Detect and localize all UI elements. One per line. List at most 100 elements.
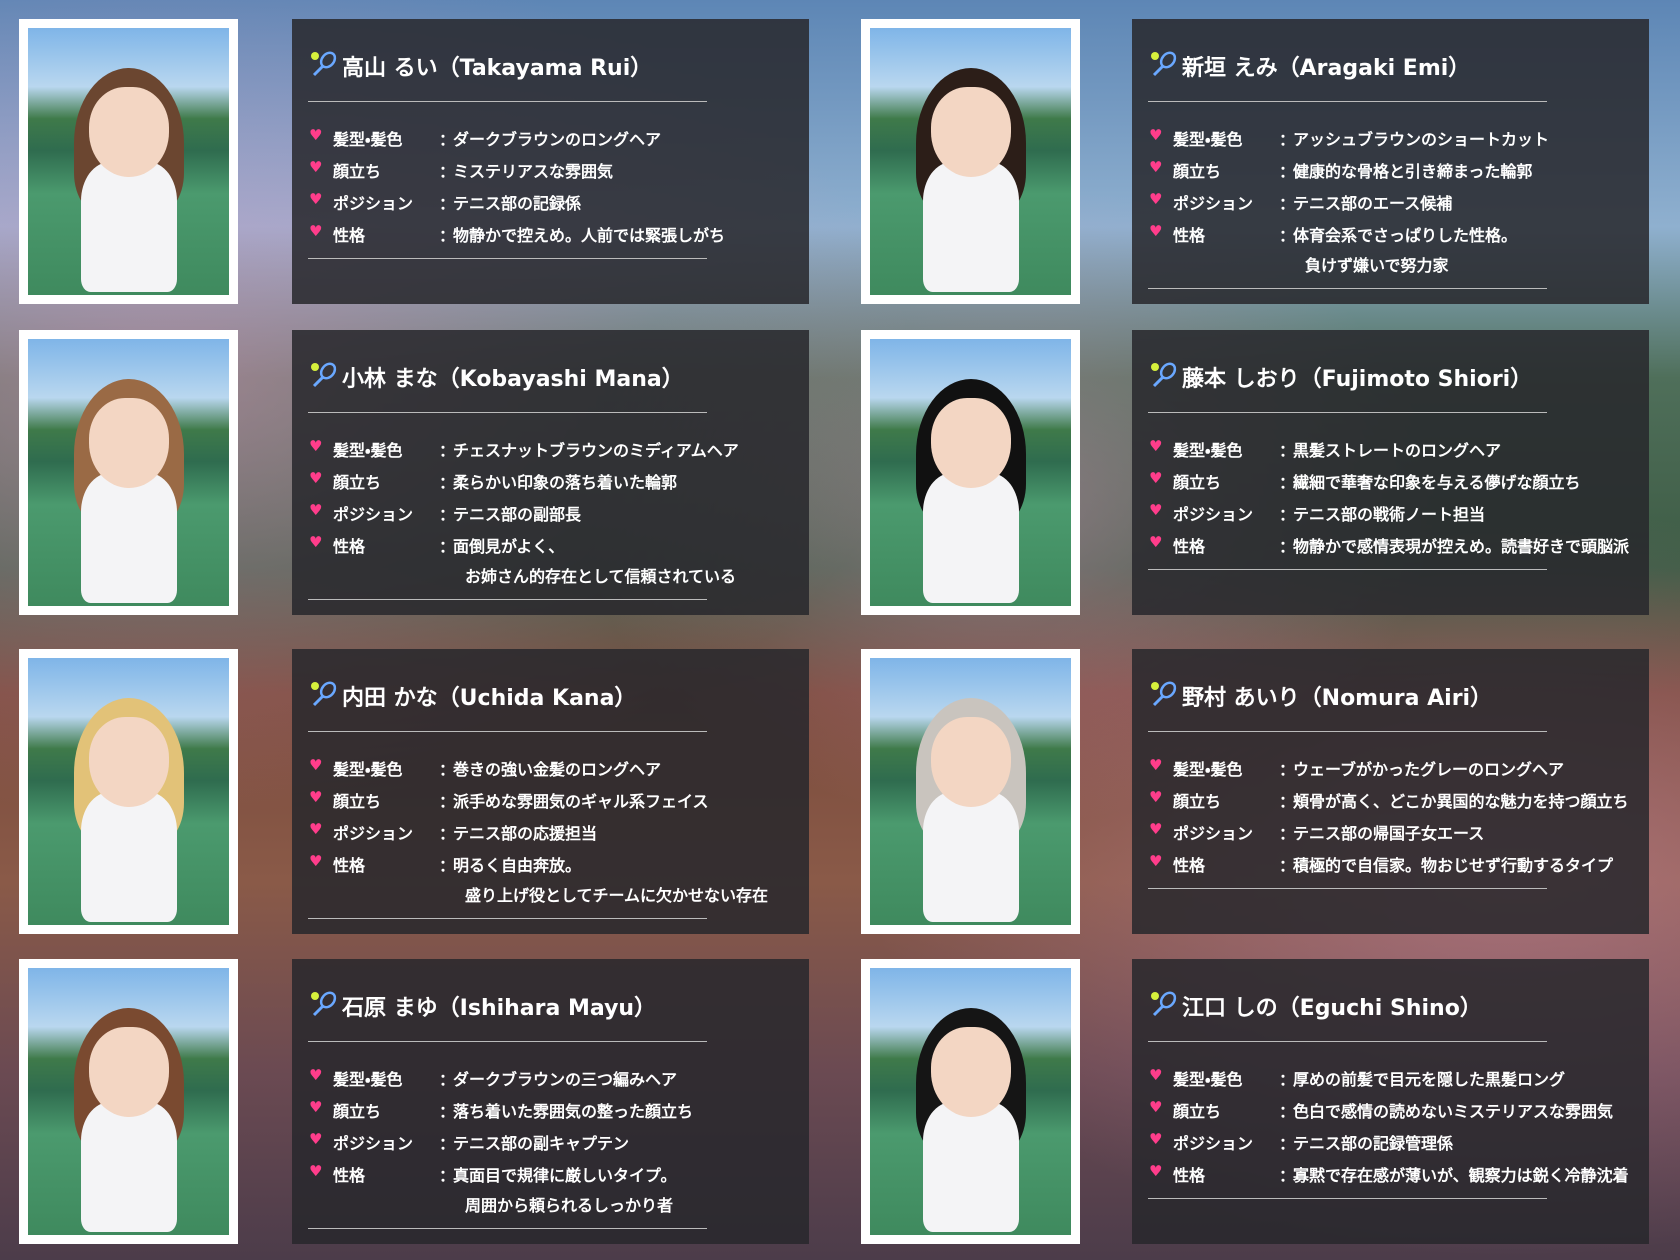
racket	[1151, 362, 1177, 388]
colon: ：	[1279, 1134, 1296, 1153]
colon: ：	[439, 760, 456, 779]
attribute-value: 柔らかい印象の落ち着いた輪郭	[453, 473, 678, 492]
colon: ：	[439, 1134, 456, 1153]
attribute-label: 髪型・髪色	[1173, 1070, 1243, 1089]
attribute-value: 周囲から頼られるしっかり者	[465, 1196, 674, 1215]
divider	[308, 258, 707, 259]
colon: ：	[439, 194, 456, 213]
uniform	[922, 791, 1019, 922]
colon: ：	[439, 792, 456, 811]
photo-image	[28, 968, 229, 1235]
heart-icon: ♥	[1149, 788, 1163, 806]
attribute-value: テニス部の副キャプテン	[453, 1134, 630, 1153]
colon: ：	[439, 856, 456, 875]
character-photo	[19, 959, 238, 1244]
colon: ：	[1279, 792, 1296, 811]
photo-image	[870, 339, 1071, 606]
attribute-value: テニス部の記録係	[453, 194, 582, 213]
attribute-label: ポジション	[1173, 824, 1254, 843]
heart-icon: ♥	[309, 501, 323, 519]
colon: ：	[439, 226, 456, 245]
heart-icon: ♥	[1149, 126, 1163, 144]
character-name: 石原 まゆ（Ishihara Mayu）	[342, 996, 657, 1021]
colon: ：	[439, 1102, 456, 1121]
heart-icon: ♥	[1149, 158, 1163, 176]
colon: ：	[1279, 1166, 1296, 1185]
divider	[1148, 101, 1547, 102]
attribute-value: 派手めな雰囲気のギャル系フェイス	[453, 792, 709, 811]
heart-icon: ♥	[1149, 222, 1163, 240]
heart-icon: ♥	[309, 1162, 323, 1180]
colon: ：	[1279, 856, 1296, 875]
character-name: 藤本 しおり（Fujimoto Shiori）	[1182, 367, 1533, 392]
character-photo	[19, 19, 238, 304]
character-photo	[19, 649, 238, 934]
divider	[1148, 412, 1547, 413]
attribute-label: 顔立ち	[333, 1102, 382, 1121]
attribute-value: ダークブラウンの三つ編みヘア	[453, 1070, 678, 1089]
attribute-label: 性格	[1173, 1166, 1206, 1185]
attribute-value: アッシュブラウンのショートカット	[1293, 130, 1550, 149]
heart-icon: ♥	[1149, 1066, 1163, 1084]
character-name: 高山 るい（Takayama Rui）	[342, 56, 653, 81]
heart-icon: ♥	[1149, 437, 1163, 455]
heart-icon: ♥	[1149, 533, 1163, 551]
heart-icon: ♥	[309, 788, 323, 806]
attribute-label: ポジション	[1173, 1134, 1254, 1153]
divider	[1148, 1041, 1547, 1042]
divider	[308, 1041, 707, 1042]
divider	[308, 412, 707, 413]
attribute-label: ポジション	[1173, 194, 1254, 213]
attribute-value: テニス部の戦術ノート担当	[1293, 505, 1486, 524]
attribute-value: ダークブラウンのロングヘア	[453, 130, 662, 149]
attribute-label: 髪型・髪色	[1173, 760, 1243, 779]
colon: ：	[1279, 162, 1296, 181]
racket-icon	[308, 360, 338, 392]
heart-icon: ♥	[309, 469, 323, 487]
attribute-value: テニス部の応援担当	[453, 824, 598, 843]
attribute-label: ポジション	[333, 505, 414, 524]
heart-icon: ♥	[1149, 820, 1163, 838]
profile-panel: 内田 かな（Uchida Kana） ♥ 髪型・髪色：巻きの強い金髪のロングヘア ♥ 顔…	[292, 649, 809, 934]
character-photo	[861, 959, 1080, 1244]
uniform	[80, 1101, 177, 1232]
colon: ：	[439, 1070, 456, 1089]
divider	[308, 1228, 707, 1229]
colon: ：	[439, 130, 456, 149]
heart-icon: ♥	[1149, 469, 1163, 487]
profile-panel: 藤本 しおり（Fujimoto Shiori） ♥ 髪型・髪色：黒髪ストレートのロン…	[1132, 330, 1649, 615]
character-name: 内田 かな（Uchida Kana）	[342, 686, 637, 711]
uniform	[80, 161, 177, 292]
divider	[1148, 1198, 1547, 1199]
racket-icon	[308, 679, 338, 711]
attribute-label: 顔立ち	[333, 792, 382, 811]
colon: ：	[1279, 1102, 1296, 1121]
photo-image	[28, 658, 229, 925]
heart-icon: ♥	[309, 1130, 323, 1148]
divider	[1148, 569, 1547, 570]
character-photo	[861, 649, 1080, 934]
racket-icon	[308, 49, 338, 81]
racket	[311, 51, 337, 77]
heart-icon: ♥	[309, 437, 323, 455]
heart-icon: ♥	[309, 158, 323, 176]
character-name: 野村 あいり（Nomura Airi）	[1182, 686, 1493, 711]
attribute-label: 髪型・髪色	[333, 1070, 403, 1089]
attribute-label: 顔立ち	[1173, 162, 1222, 181]
attribute-value: 頬骨が高く、どこか異国的な魅力を持つ顔立ち	[1293, 792, 1629, 811]
attribute-label: 髪型・髪色	[1173, 441, 1243, 460]
attribute-value: 厚めの前髪で目元を隠した黒髪ロング	[1293, 1070, 1566, 1089]
divider	[308, 101, 707, 102]
heart-icon: ♥	[309, 533, 323, 551]
racket-icon	[1148, 989, 1178, 1021]
profile-panel: 新垣 えみ（Aragaki Emi） ♥ 髪型・髪色：アッシュブラウンのショートカッ…	[1132, 19, 1649, 304]
heart-icon: ♥	[309, 190, 323, 208]
attribute-label: 性格	[333, 226, 366, 245]
colon: ：	[439, 1166, 456, 1185]
face	[930, 716, 1011, 807]
attribute-label: ポジション	[1173, 505, 1254, 524]
racket-icon	[308, 989, 338, 1021]
colon: ：	[1279, 130, 1296, 149]
attribute-label: 顔立ち	[333, 473, 382, 492]
